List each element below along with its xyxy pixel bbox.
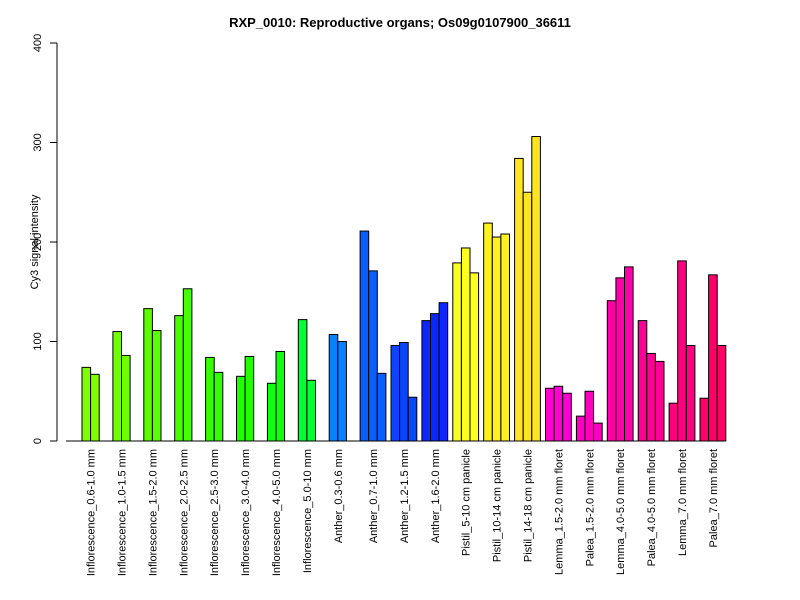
- y-axis-label: Cy3 signal intensity: [29, 194, 41, 289]
- bar: [236, 375, 246, 442]
- bar: [460, 247, 471, 442]
- y-tick-label: 0: [32, 438, 44, 444]
- bar: [637, 320, 648, 442]
- bar: [205, 356, 215, 442]
- bar: [376, 372, 387, 442]
- bar: [266, 382, 277, 442]
- bar: [584, 390, 595, 442]
- x-tick-label: Inflorescence_0.6-1.0 mm: [86, 449, 98, 576]
- x-tick-label: Lemma_4.0-5.0 mm floret: [615, 449, 627, 575]
- bar: [685, 344, 696, 442]
- bar: [306, 379, 316, 442]
- x-tick-label: Inflorescence_2.0-2.5 mm: [178, 449, 190, 576]
- bar: [606, 300, 617, 442]
- bars: [81, 136, 727, 442]
- bar: [407, 396, 418, 442]
- bar: [121, 354, 131, 442]
- bar: [174, 315, 184, 442]
- bar: [483, 222, 493, 442]
- bar: [430, 313, 440, 442]
- x-tick-label: Inflorescence_1.0-1.5 mm: [117, 449, 129, 576]
- bar: [668, 402, 679, 442]
- bar: [421, 320, 431, 442]
- bar: [654, 360, 665, 442]
- chart-title: RXP_0010: Reproductive organs; Os09g0107…: [229, 15, 571, 30]
- x-tick-label: Anther_1.6-2.0 mm: [430, 449, 442, 543]
- y-ticks: 0 100 200 300 400: [32, 34, 57, 444]
- bar: [646, 352, 656, 442]
- x-tick-label: Pistil_5-10 cm panicle: [461, 449, 473, 556]
- bar: [438, 302, 449, 442]
- bar: [368, 270, 378, 442]
- bar: [81, 366, 92, 442]
- bar: [575, 415, 586, 442]
- x-tick-label: Lemma_7.0 mm floret: [677, 449, 689, 556]
- bar: [531, 136, 541, 442]
- bar: [699, 397, 710, 442]
- x-tick-label: Anther_0.7-1.0 mm: [368, 449, 380, 543]
- bar: [182, 288, 193, 442]
- bar: [328, 334, 339, 442]
- x-tick-label: Anther_0.3-0.6 mm: [333, 449, 345, 543]
- y-tick-label: 400: [32, 34, 44, 52]
- bar: [514, 157, 524, 442]
- bar: [469, 272, 480, 442]
- bar: [491, 236, 502, 442]
- x-tick-label: Lemma_1.5-2.0 mm floret: [553, 449, 565, 575]
- bar: [716, 344, 727, 442]
- bar: [399, 342, 409, 442]
- bar: [593, 422, 603, 442]
- bar: [143, 308, 153, 442]
- bar: [677, 260, 687, 442]
- y-tick-label: 100: [32, 332, 44, 350]
- y-tick-label: 300: [32, 133, 44, 151]
- bar: [624, 266, 634, 442]
- x-tick-label: Palea_1.5-2.0 mm floret: [584, 449, 596, 566]
- x-tick-label: Inflorescence_2.5-3.0 mm: [209, 449, 221, 576]
- bar: [112, 331, 123, 442]
- x-tick-label: Inflorescence_1.5-2.0 mm: [147, 449, 159, 576]
- x-tick-label: Inflorescence_3.0-4.0 mm: [240, 449, 252, 576]
- x-tick-label: Palea_7.0 mm floret: [708, 449, 720, 547]
- bar: [151, 330, 162, 442]
- bar: [545, 387, 555, 442]
- x-tick-labels: Inflorescence_0.6-1.0 mm Inflorescence_1.…: [86, 449, 720, 576]
- bar: [297, 319, 308, 442]
- bar: [562, 392, 572, 442]
- bar: [390, 344, 401, 442]
- bar: [275, 350, 286, 442]
- bar: [213, 371, 224, 442]
- bar: [359, 230, 370, 442]
- x-tick-label: Palea_4.0-5.0 mm floret: [646, 449, 658, 566]
- x-tick-label: Inflorescence_5.0-10 mm: [302, 449, 314, 573]
- x-tick-label: Pistil_14-18 cm panicle: [523, 449, 535, 562]
- bar: [522, 191, 533, 442]
- bar: [553, 385, 564, 442]
- bar: [90, 373, 100, 442]
- bar: [244, 355, 255, 442]
- x-tick-label: Anther_1.2-1.5 mm: [399, 449, 411, 543]
- bar: [615, 277, 626, 442]
- bar: [337, 341, 347, 442]
- x-tick-label: Inflorescence_4.0-5.0 mm: [271, 449, 283, 576]
- y-tick-label: 200: [32, 233, 44, 251]
- bar: [500, 233, 510, 442]
- bar: [708, 274, 718, 442]
- bar: [452, 262, 462, 442]
- x-tick-label: Pistil_10-14 cm panicle: [492, 449, 504, 562]
